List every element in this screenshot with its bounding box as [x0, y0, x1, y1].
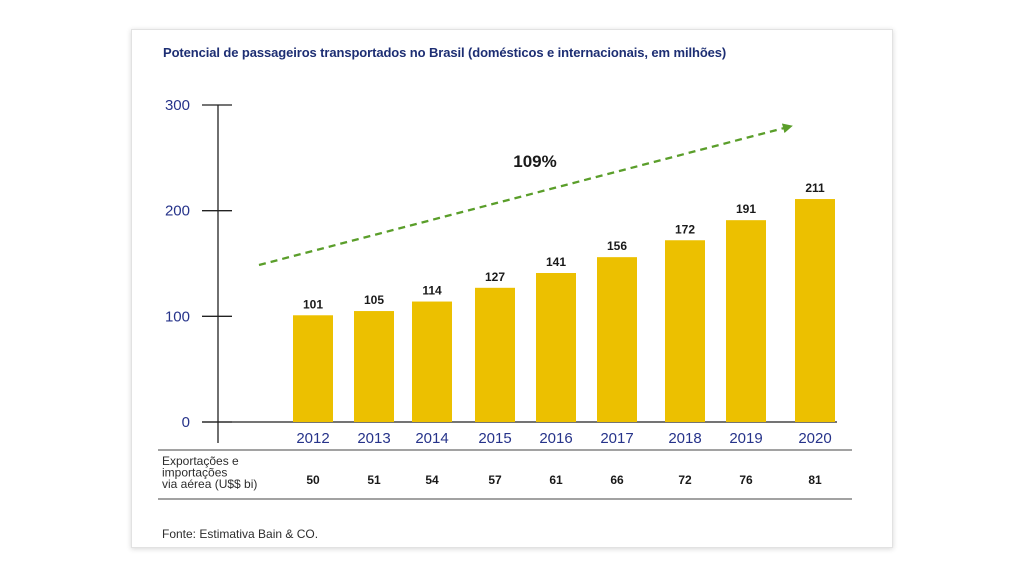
x-tick-label: 2016	[539, 430, 572, 447]
y-tick-label: 300	[165, 97, 190, 114]
bar-value-label: 211	[805, 181, 825, 195]
bar-chart: 0 100 200 300 101 2012 105 2013 114 2014 127 2015 1…	[158, 97, 852, 500]
y-tick-label: 100	[165, 308, 190, 325]
bar-value-label: 114	[422, 284, 442, 298]
bar-value-label: 156	[607, 239, 627, 253]
growth-label: 109%	[513, 152, 556, 171]
chart-card: Potencial de passageiros transportados n…	[131, 29, 893, 548]
bar-2018	[665, 240, 705, 422]
bar-2014	[412, 301, 452, 422]
table-cell: 76	[739, 473, 753, 487]
y-tick-label: 0	[182, 414, 190, 431]
x-tick-label: 2017	[600, 430, 633, 447]
chart-title: Potencial de passageiros transportados n…	[163, 45, 727, 60]
x-tick-label: 2012	[296, 430, 329, 447]
bar-2019	[726, 220, 766, 422]
source-note: Fonte: Estimativa Bain & CO.	[162, 527, 319, 541]
table-cell: 54	[425, 473, 439, 487]
table-cell: 57	[488, 473, 502, 487]
bar-2016	[536, 273, 576, 422]
table-row-label: Exportações e	[162, 454, 239, 468]
x-tick-label: 2020	[798, 430, 831, 447]
bar-value-label: 101	[303, 297, 323, 311]
table-cell: 51	[367, 473, 381, 487]
bar-value-label: 172	[675, 222, 695, 236]
table-row-label: importações	[162, 466, 227, 480]
table-cell: 81	[808, 473, 822, 487]
table-row-label: via aérea (U$$ bi)	[162, 477, 257, 491]
bar-value-label: 191	[736, 202, 756, 216]
x-tick-label: 2014	[415, 430, 448, 447]
x-tick-label: 2015	[478, 430, 511, 447]
bar-value-label: 141	[546, 255, 566, 269]
bar-2017	[597, 257, 637, 422]
bar-value-label: 105	[364, 293, 384, 307]
bar-2015	[475, 287, 515, 422]
y-tick-label: 200	[165, 203, 190, 220]
bar-value-label: 127	[485, 270, 505, 284]
x-tick-label: 2013	[357, 430, 390, 447]
bar-2012	[293, 315, 333, 422]
bar-2020	[795, 199, 835, 422]
table-cell: 61	[549, 473, 563, 487]
bar-2013	[354, 311, 394, 422]
x-tick-label: 2019	[729, 430, 762, 447]
growth-arrow	[258, 123, 793, 267]
table-cell: 50	[306, 473, 320, 487]
x-tick-label: 2018	[668, 430, 701, 447]
table-cell: 72	[678, 473, 692, 487]
table-cell: 66	[610, 473, 624, 487]
